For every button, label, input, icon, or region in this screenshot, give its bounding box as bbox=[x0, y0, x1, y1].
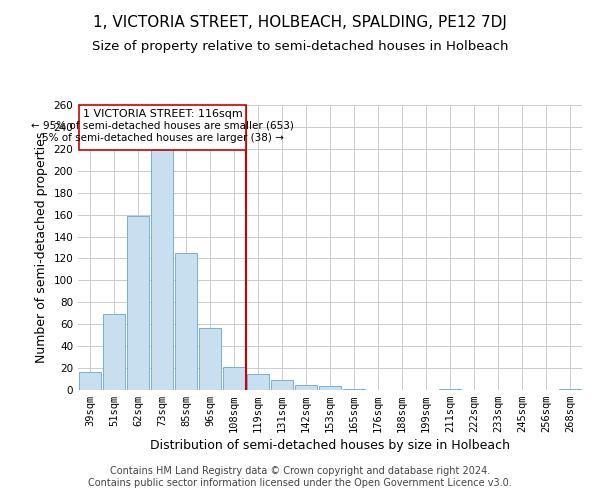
Text: 1 VICTORIA STREET: 116sqm: 1 VICTORIA STREET: 116sqm bbox=[83, 109, 242, 119]
Text: Contains HM Land Registry data © Crown copyright and database right 2024.
Contai: Contains HM Land Registry data © Crown c… bbox=[88, 466, 512, 487]
Bar bbox=[247, 374, 269, 390]
Bar bbox=[319, 386, 341, 390]
Text: 5% of semi-detached houses are larger (38) →: 5% of semi-detached houses are larger (3… bbox=[41, 133, 284, 143]
Bar bbox=[151, 150, 173, 390]
Bar bbox=[103, 314, 125, 390]
Bar bbox=[295, 384, 317, 390]
X-axis label: Distribution of semi-detached houses by size in Holbeach: Distribution of semi-detached houses by … bbox=[150, 440, 510, 452]
Bar bbox=[559, 389, 581, 390]
Bar bbox=[79, 372, 101, 390]
Bar bbox=[439, 389, 461, 390]
Bar bbox=[199, 328, 221, 390]
Text: 1, VICTORIA STREET, HOLBEACH, SPALDING, PE12 7DJ: 1, VICTORIA STREET, HOLBEACH, SPALDING, … bbox=[93, 15, 507, 30]
Bar bbox=[343, 389, 365, 390]
Bar bbox=[223, 367, 245, 390]
Y-axis label: Number of semi-detached properties: Number of semi-detached properties bbox=[35, 132, 48, 363]
FancyBboxPatch shape bbox=[79, 105, 246, 150]
Text: Size of property relative to semi-detached houses in Holbeach: Size of property relative to semi-detach… bbox=[92, 40, 508, 53]
Bar bbox=[175, 253, 197, 390]
Bar bbox=[271, 380, 293, 390]
Text: ← 95% of semi-detached houses are smaller (653): ← 95% of semi-detached houses are smalle… bbox=[31, 121, 294, 131]
Bar bbox=[127, 216, 149, 390]
